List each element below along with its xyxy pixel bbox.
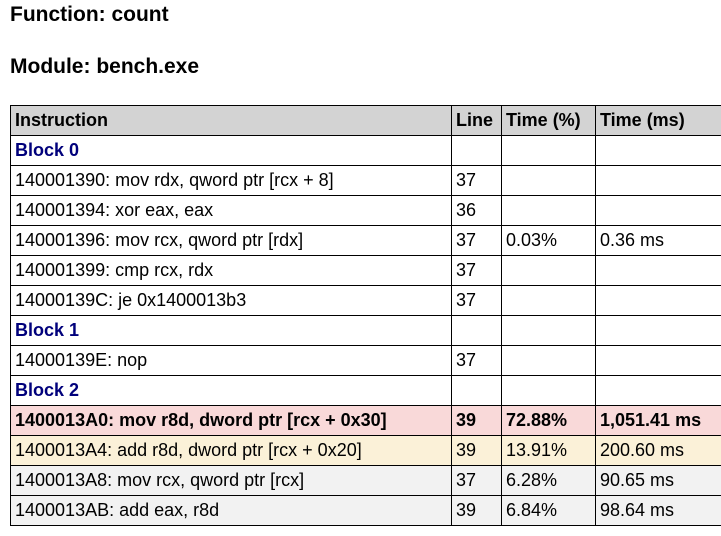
time-percent-cell: [501, 165, 596, 196]
instruction-cell: 1400013AB: add eax, r8d: [10, 495, 452, 526]
block-header-row: Block 1: [10, 315, 721, 346]
line-cell: 39: [451, 405, 502, 436]
block-label: Block 2: [10, 375, 452, 406]
time-ms-cell: [595, 255, 721, 286]
table-row: 1400013AB: add eax, r8d 39 6.84% 98.64 ms: [10, 495, 721, 526]
table-row: 140001390: mov rdx, qword ptr [rcx + 8] 3…: [10, 165, 721, 196]
time-percent-cell: [501, 345, 596, 376]
block-header-row: Block 2: [10, 375, 721, 406]
instruction-cell: 14000139E: nop: [10, 345, 452, 376]
table-row: 1400013A8: mov rcx, qword ptr [rcx] 37 6.2…: [10, 465, 721, 496]
time-ms-cell: [595, 165, 721, 196]
line-cell: 37: [451, 255, 502, 286]
column-header-line: Line: [451, 105, 502, 136]
table-row: 140001394: xor eax, eax 36: [10, 195, 721, 226]
time-percent-cell: 6.28%: [501, 465, 596, 496]
block-header-row: Block 0: [10, 135, 721, 166]
table-row: 14000139C: je 0x1400013b3 37: [10, 285, 721, 316]
line-cell: 37: [451, 345, 502, 376]
time-percent-cell: [501, 135, 596, 166]
line-cell: 39: [451, 435, 502, 466]
time-ms-cell: 90.65 ms: [595, 465, 721, 496]
function-heading: Function: count: [10, 3, 169, 26]
block-label: Block 1: [10, 315, 452, 346]
time-ms-cell: [595, 345, 721, 376]
time-percent-cell: [501, 315, 596, 346]
line-cell: [451, 375, 502, 406]
line-cell: 37: [451, 465, 502, 496]
time-percent-cell: [501, 375, 596, 406]
time-ms-cell: 0.36 ms: [595, 225, 721, 256]
instruction-cell: 140001396: mov rcx, qword ptr [rdx]: [10, 225, 452, 256]
time-percent-cell: [501, 255, 596, 286]
table-row: 140001399: cmp rcx, rdx 37: [10, 255, 721, 286]
instruction-cell: 1400013A0: mov r8d, dword ptr [rcx + 0x3…: [10, 405, 452, 436]
table-row: 140001396: mov rcx, qword ptr [rdx] 37 0.0…: [10, 225, 721, 256]
time-ms-cell: 200.60 ms: [595, 435, 721, 466]
time-ms-cell: [595, 315, 721, 346]
instruction-cell: 1400013A8: mov rcx, qword ptr [rcx]: [10, 465, 452, 496]
module-heading: Module: bench.exe: [10, 55, 200, 78]
time-ms-cell: [595, 195, 721, 226]
instruction-cell: 140001394: xor eax, eax: [10, 195, 452, 226]
time-percent-cell: 0.03%: [501, 225, 596, 256]
line-cell: 36: [451, 195, 502, 226]
time-percent-cell: 72.88%: [501, 405, 596, 436]
column-header-instruction: Instruction: [10, 105, 452, 136]
block-label: Block 0: [10, 135, 452, 166]
table-row: 1400013A4: add r8d, dword ptr [rcx + 0x2…: [10, 435, 721, 466]
table-row: 14000139E: nop 37: [10, 345, 721, 376]
table-body: Block 0 140001390: mov rdx, qword ptr [rc…: [10, 135, 721, 526]
time-percent-cell: 6.84%: [501, 495, 596, 526]
time-ms-cell: [595, 375, 721, 406]
column-header-time-ms: Time (ms): [595, 105, 721, 136]
line-cell: [451, 315, 502, 346]
line-cell: 37: [451, 165, 502, 196]
instruction-cell: 140001399: cmp rcx, rdx: [10, 255, 452, 286]
time-ms-cell: [595, 285, 721, 316]
line-cell: 37: [451, 225, 502, 256]
time-ms-cell: 1,051.41 ms: [595, 405, 721, 436]
instruction-cell: 14000139C: je 0x1400013b3: [10, 285, 452, 316]
time-percent-cell: [501, 195, 596, 226]
instruction-profile-table: Instruction Line Time (%) Time (ms) Bloc…: [10, 105, 721, 526]
line-cell: 39: [451, 495, 502, 526]
instruction-cell: 140001390: mov rdx, qword ptr [rcx + 8]: [10, 165, 452, 196]
time-ms-cell: 98.64 ms: [595, 495, 721, 526]
header-row: Instruction Line Time (%) Time (ms): [10, 105, 721, 136]
time-percent-cell: 13.91%: [501, 435, 596, 466]
line-cell: 37: [451, 285, 502, 316]
line-cell: [451, 135, 502, 166]
table-row: 1400013A0: mov r8d, dword ptr [rcx + 0x3…: [10, 405, 721, 436]
table-header: Instruction Line Time (%) Time (ms): [10, 105, 721, 136]
instruction-cell: 1400013A4: add r8d, dword ptr [rcx + 0x2…: [10, 435, 452, 466]
time-ms-cell: [595, 135, 721, 166]
time-percent-cell: [501, 285, 596, 316]
column-header-time-percent: Time (%): [501, 105, 596, 136]
